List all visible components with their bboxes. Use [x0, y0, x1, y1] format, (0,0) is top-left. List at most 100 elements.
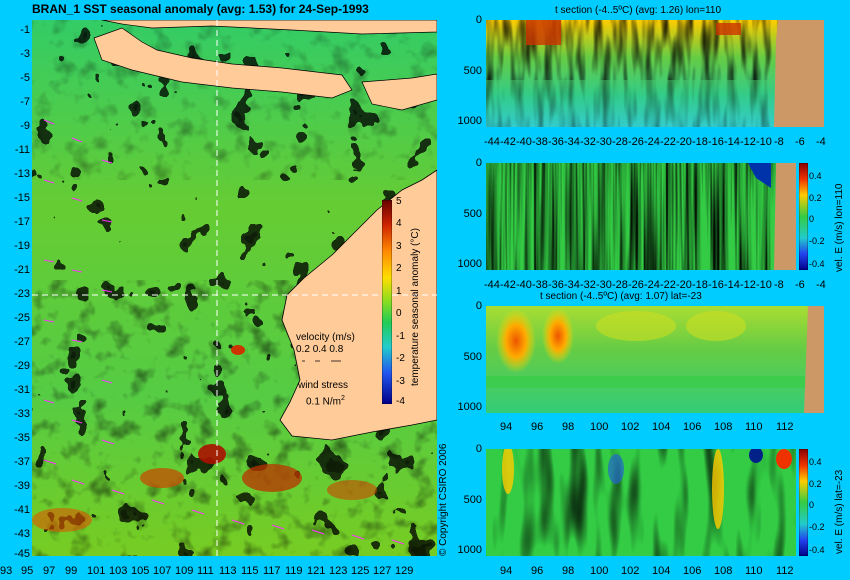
wind-legend-value: 0.1 N/m2	[306, 395, 345, 407]
map-colorbar-tick: 3	[396, 241, 402, 252]
section1-x-tick: -14	[724, 136, 740, 148]
velocity-value: 0.2	[296, 344, 310, 355]
section2-y-tick: 0	[475, 157, 482, 169]
section1-y-tick: 0	[475, 14, 482, 26]
section1-x-tick: -40	[516, 136, 532, 148]
section4-x-axis: 94 96 98 100 102 104 106 108 110 112	[484, 566, 834, 578]
section2-colorbar-ticks: 0.4 0.2 0 -0.2 -0.4	[809, 163, 831, 273]
section4-y-tick: 1000	[457, 544, 482, 556]
section2-x-tick: -16	[708, 279, 724, 291]
map-colorbar-tick: 4	[396, 218, 402, 229]
map-y-tick: -11	[14, 144, 30, 156]
section4-x-tick: 110	[745, 565, 763, 577]
section2-x-tick: -44	[484, 279, 500, 291]
section2-x-tick: -10	[756, 279, 772, 291]
map-y-axis: -1 -3 -5 -7 -9 -11 -13 -15 -17 -19 -21 -…	[0, 20, 30, 560]
section2-x-axis: -44 -42 -40 -38 -36 -34 -32 -30 -28 -26 …	[484, 280, 834, 292]
map-x-axis: 93 95 97 99 101 103 105 107 109 111 113 …	[0, 566, 440, 578]
wind-arrows	[43, 119, 405, 545]
map-colorbar-tick: -2	[396, 353, 405, 364]
map-y-tick: -37	[14, 456, 30, 468]
timor-land	[361, 73, 437, 111]
map-colorbar	[382, 200, 392, 404]
section3-x-tick: 110	[745, 421, 763, 433]
map-x-tick: 113	[219, 565, 237, 577]
section2-x-tick: -6	[795, 279, 805, 291]
map-title: BRAN_1 SST seasonal anomaly (avg: 1.53) …	[32, 2, 369, 16]
australia-land	[279, 169, 437, 441]
section2-x-tick: -34	[564, 279, 580, 291]
sst-anomaly-map	[32, 20, 437, 556]
section2-x-tick: -28	[612, 279, 628, 291]
map-x-tick: 95	[21, 565, 34, 577]
map-x-tick: 105	[131, 565, 150, 577]
section2-x-tick: -26	[628, 279, 644, 291]
section3-x-tick: 94	[500, 421, 513, 433]
map-x-tick: 115	[241, 565, 259, 577]
section1-x-tick: -36	[548, 136, 564, 148]
section4-colorbar-tick: 0.4	[809, 457, 822, 467]
map-colorbar-tick: 2	[396, 263, 402, 274]
map-y-tick: -41	[14, 504, 30, 516]
map-y-tick: -45	[14, 548, 30, 560]
section3-title: t section (-4..5ºC) (avg: 1.07) lat=-23	[540, 291, 702, 302]
section3-y-axis: 0 500 1000	[456, 301, 484, 416]
section2-x-tick: -24	[644, 279, 660, 291]
velocity-value: 0.4	[312, 344, 327, 355]
section3-y-tick: 1000	[457, 401, 482, 413]
map-colorbar-label: temperature seasonal anomaly (°C)	[410, 228, 421, 386]
section1-x-tick: -42	[500, 136, 516, 148]
section2-x-tick: -8	[774, 279, 784, 291]
section1-x-tick: -6	[795, 136, 805, 148]
section2-plot	[486, 163, 796, 270]
section4-x-tick: 106	[683, 565, 702, 577]
map-x-tick: 97	[43, 565, 56, 577]
section4-colorbar-tick: 0.2	[809, 479, 822, 489]
section2-x-tick: -36	[548, 279, 564, 291]
section3-y-tick: 0	[475, 300, 482, 312]
map-y-tick: -17	[14, 216, 30, 228]
map-y-tick: -7	[20, 96, 30, 108]
velocity-value: 0.8	[329, 344, 344, 355]
map-colorbar-tick: 5	[396, 196, 402, 207]
section2-colorbar-label: vel. E (m/s) lon=110	[834, 183, 845, 272]
section4-x-tick: 112	[776, 565, 794, 577]
map-colorbar-tick: -1	[396, 331, 405, 342]
map-x-tick: 121	[307, 565, 326, 577]
section2-x-tick: -20	[676, 279, 692, 291]
section2-x-tick: -4	[816, 279, 826, 291]
map-y-tick: -31	[14, 384, 30, 396]
map-y-tick: -21	[14, 264, 30, 276]
section1-x-tick: -26	[628, 136, 644, 148]
section1-plot	[486, 20, 824, 127]
map-y-tick: -19	[14, 240, 30, 252]
map-y-tick: -27	[14, 336, 30, 348]
section1-x-tick: -38	[532, 136, 548, 148]
section2-colorbar	[799, 163, 808, 270]
section1-title: t section (-4..5ºC) (avg: 1.26) lon=110	[555, 5, 722, 16]
map-y-tick: -25	[14, 312, 30, 324]
section3-x-tick: 102	[621, 421, 640, 433]
section1-x-tick: -8	[774, 136, 784, 148]
map-y-tick: -33	[14, 408, 30, 420]
map-x-tick: 127	[373, 565, 392, 577]
map-y-tick: -5	[20, 72, 30, 84]
map-colorbar-tick: -3	[396, 376, 405, 387]
map-colorbar-tick: 1	[396, 286, 402, 297]
section1-x-axis: -44 -42 -40 -38 -36 -34 -32 -30 -28 -26 …	[484, 137, 834, 149]
map-y-tick: -23	[14, 288, 30, 300]
borneo-land	[101, 20, 437, 35]
section1-x-tick: -30	[596, 136, 612, 148]
map-x-tick: 117	[263, 565, 281, 577]
map-y-tick: -13	[14, 168, 30, 180]
section4-colorbar-tick: -0.4	[809, 545, 825, 555]
section2-x-tick: -42	[500, 279, 516, 291]
section2-x-tick: -32	[580, 279, 596, 291]
map-y-tick: -15	[14, 192, 30, 204]
section1-x-tick: -28	[612, 136, 628, 148]
map-x-tick: 103	[109, 565, 128, 577]
section1-x-tick: -34	[564, 136, 580, 148]
section4-x-tick: 98	[562, 565, 575, 577]
section3-x-tick: 108	[714, 421, 733, 433]
section2-colorbar-tick: 0	[809, 214, 815, 224]
